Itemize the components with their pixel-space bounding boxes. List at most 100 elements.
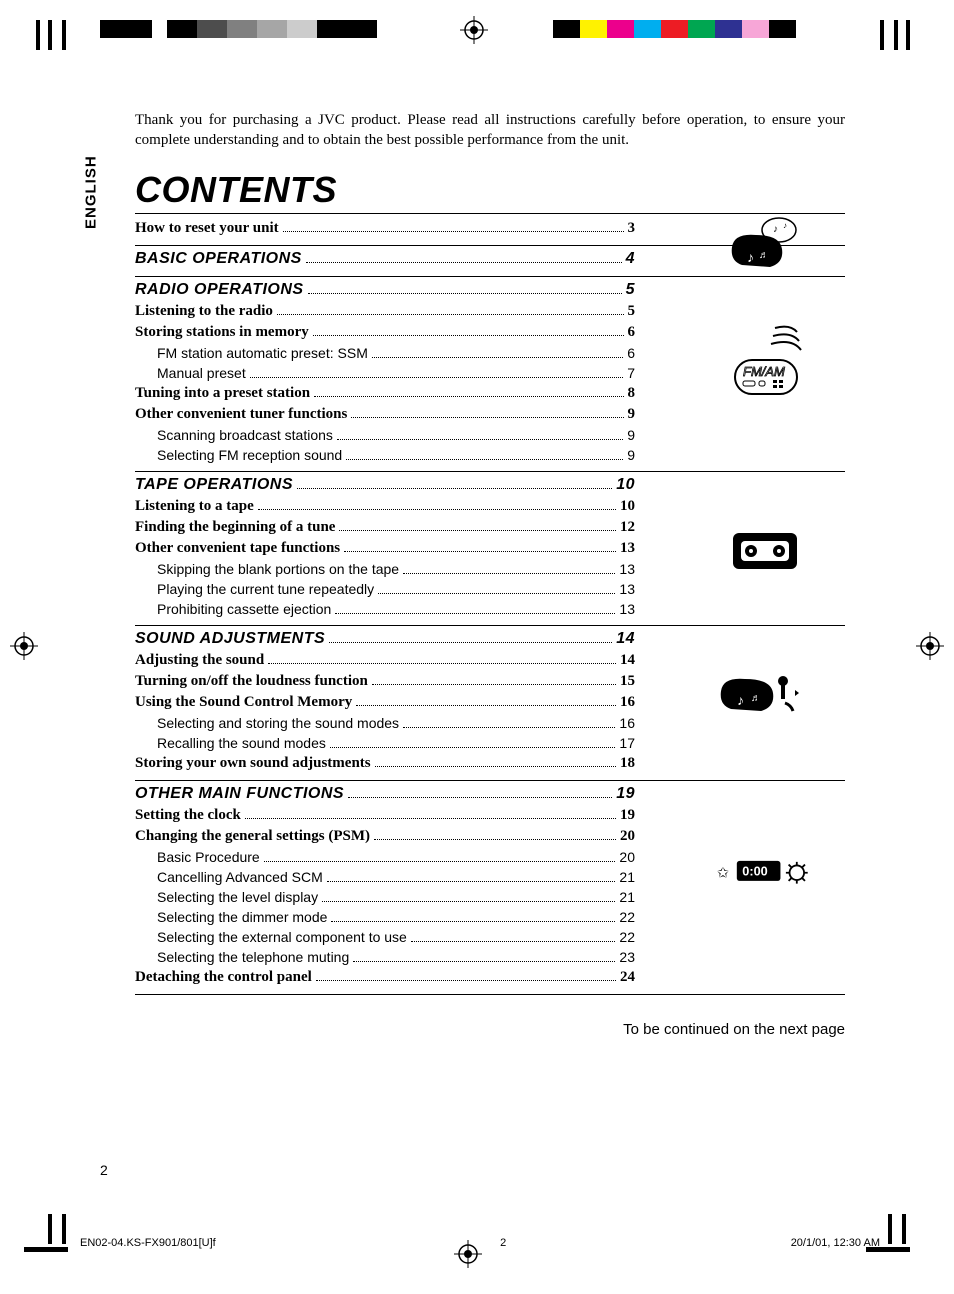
toc-label: SOUND ADJUSTMENTS (135, 630, 325, 648)
toc-dots (313, 335, 624, 336)
toc-dots (297, 488, 612, 489)
toc-dots (258, 509, 616, 510)
toc-label: FM station automatic preset: SSM (157, 345, 368, 361)
toc-dots (344, 551, 616, 552)
section-icon (715, 521, 815, 586)
toc-dots (264, 861, 616, 862)
toc-subentry: Selecting the dimmer mode22 (135, 909, 635, 925)
toc-page: 13 (619, 581, 635, 597)
toc-section-heading: TAPE OPERATIONS10 (135, 476, 635, 494)
toc-page: 9 (628, 406, 636, 423)
toc-page: 16 (619, 715, 635, 731)
toc-entry: Adjusting the sound14 (135, 652, 635, 669)
toc-label: Adjusting the sound (135, 652, 264, 669)
toc-subentry: Playing the current tune repeatedly13 (135, 581, 635, 597)
toc-label: Selecting the external component to use (157, 929, 407, 945)
toc-label: RADIO OPERATIONS (135, 281, 304, 299)
toc-page: 5 (628, 303, 636, 320)
toc-section-heading: BASIC OPERATIONS 4 (135, 250, 635, 268)
toc-page: 22 (619, 909, 635, 925)
toc-entry: How to reset your unit 3 (135, 220, 635, 237)
section-icon: ♪♬ (715, 665, 815, 740)
toc-page: 19 (616, 785, 635, 803)
contents-title: CONTENTS (135, 169, 845, 214)
toc-dots (314, 396, 623, 397)
toc-page: 6 (628, 324, 636, 341)
toc-entry: Changing the general settings (PSM) 20 (135, 828, 635, 845)
toc-dots (335, 613, 615, 614)
toc-subentry: Selecting the telephone muting 23 (135, 949, 635, 965)
toc-dots (403, 727, 615, 728)
crop-mark (902, 1214, 906, 1244)
toc-page: 18 (620, 755, 635, 772)
toc-dots (268, 663, 616, 664)
toc-page: 19 (620, 807, 635, 824)
toc-subentry: Basic Procedure 20 (135, 849, 635, 865)
toc-label: Cancelling Advanced SCM (157, 869, 323, 885)
svg-text:♪: ♪ (737, 694, 744, 709)
toc-entry: Listening to the radio5 (135, 303, 635, 320)
toc-dots (308, 293, 622, 294)
toc-label: TAPE OPERATIONS (135, 476, 293, 494)
toc-page: 23 (619, 949, 635, 965)
toc-dots (356, 705, 616, 706)
toc-page: 6 (627, 345, 635, 361)
toc-subentry: Manual preset7 (135, 365, 635, 381)
toc-label: Changing the general settings (PSM) (135, 828, 370, 845)
toc-label: OTHER MAIN FUNCTIONS (135, 785, 344, 803)
toc-page: 21 (619, 869, 635, 885)
toc-entry: Using the Sound Control Memory16 (135, 694, 635, 711)
toc-page: 9 (627, 427, 635, 443)
toc-section-heading: SOUND ADJUSTMENTS14 (135, 630, 635, 648)
toc-page: 16 (620, 694, 635, 711)
toc-entry: Detaching the control panel24 (135, 969, 635, 986)
toc-page: 20 (620, 828, 635, 845)
svg-text:FM/AM: FM/AM (743, 364, 785, 379)
printer-marks-top (0, 20, 954, 50)
registration-target-icon (460, 16, 488, 44)
toc-label: Basic Procedure (157, 849, 260, 865)
toc-page: 20 (619, 849, 635, 865)
svg-text:✩: ✩ (717, 865, 730, 881)
toc-dots (372, 357, 623, 358)
toc-page: 13 (619, 601, 635, 617)
toc-subentry: Selecting FM reception sound 9 (135, 447, 635, 463)
toc-page: 5 (626, 281, 635, 299)
toc-dots (403, 573, 615, 574)
toc-entry: Finding the beginning of a tune12 (135, 519, 635, 536)
toc-dots (327, 881, 616, 882)
toc-entry: Other convenient tape functions13 (135, 540, 635, 557)
toc-label: BASIC OPERATIONS (135, 250, 302, 268)
toc-label: Finding the beginning of a tune (135, 519, 335, 536)
toc-label: How to reset your unit (135, 220, 279, 237)
toc-label: Selecting FM reception sound (157, 447, 342, 463)
toc-dots (346, 459, 623, 460)
toc-page: 13 (620, 540, 635, 557)
toc-label: Scanning broadcast stations (157, 427, 333, 443)
toc-label: Storing stations in memory (135, 324, 309, 341)
section-divider (135, 780, 845, 781)
toc-entry: Listening to a tape10 (135, 498, 635, 515)
toc-entry: Other convenient tuner functions9 (135, 406, 635, 423)
language-tab: ENGLISH (74, 155, 108, 230)
svg-text:♪: ♪ (773, 224, 778, 235)
crop-bar (24, 1247, 68, 1252)
toc-label: Manual preset (157, 365, 246, 381)
toc-label: Setting the clock (135, 807, 241, 824)
toc-page: 4 (626, 250, 635, 268)
toc-dots (375, 766, 616, 767)
toc-label: Selecting and storing the sound modes (157, 715, 399, 731)
intro-text: Thank you for purchasing a JVC product. … (135, 110, 845, 151)
crop-mark (888, 1214, 892, 1244)
toc-page: 22 (619, 929, 635, 945)
toc-dots (306, 262, 622, 263)
toc-label: Selecting the telephone muting (157, 949, 349, 965)
toc-label: Tuning into a preset station (135, 385, 310, 402)
toc-page: 9 (627, 447, 635, 463)
toc-page: 15 (620, 673, 635, 690)
toc-subentry: Scanning broadcast stations 9 (135, 427, 635, 443)
color-calibration-bars (553, 20, 796, 38)
section-divider (135, 994, 845, 995)
toc-subentry: Selecting the level display21 (135, 889, 635, 905)
toc-subentry: Recalling the sound modes17 (135, 735, 635, 751)
